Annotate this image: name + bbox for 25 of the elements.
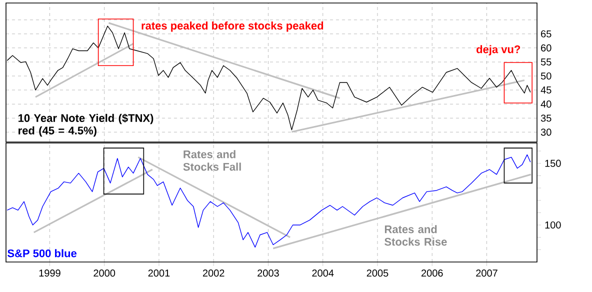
y-tick-label: 65 (541, 30, 552, 38)
text: S&P 500 blue (8, 249, 77, 258)
annotation: rates peaked before stocks peaked (142, 22, 324, 32)
x-tick-label: 2000 (94, 270, 116, 277)
annotation: Rates and Stocks Rise (384, 225, 447, 246)
x-tick-label: 2003 (258, 270, 279, 277)
y-tick-label: 60 (541, 44, 552, 52)
y-tick-label: 50 (540, 72, 552, 80)
x-tick-label: 2002 (202, 270, 224, 277)
y-tick-label: 150 (545, 160, 561, 167)
y-tick-label: 55 (540, 58, 552, 66)
x-tick-label: 2005 (366, 270, 388, 277)
text: 10 Year Note Yield ($TNX) red (45 = 4.5%) (18, 114, 154, 137)
y-tick-label: 40 (540, 100, 552, 108)
y-tick-label: 30 (540, 128, 552, 136)
annotation: deja vu? (476, 45, 520, 56)
annotation: Rates and Stocks Fall (183, 150, 241, 171)
x-tick-label: 1999 (39, 270, 60, 277)
y-tick-label: 100 (545, 221, 561, 229)
x-tick-label: 2004 (312, 270, 334, 277)
y-tick-label: 35 (540, 114, 552, 122)
x-tick-label: 2006 (421, 270, 443, 277)
x-tick-label: 2007 (476, 270, 498, 277)
x-tick-label: 2001 (148, 270, 170, 277)
y-tick-label: 45 (540, 86, 552, 94)
